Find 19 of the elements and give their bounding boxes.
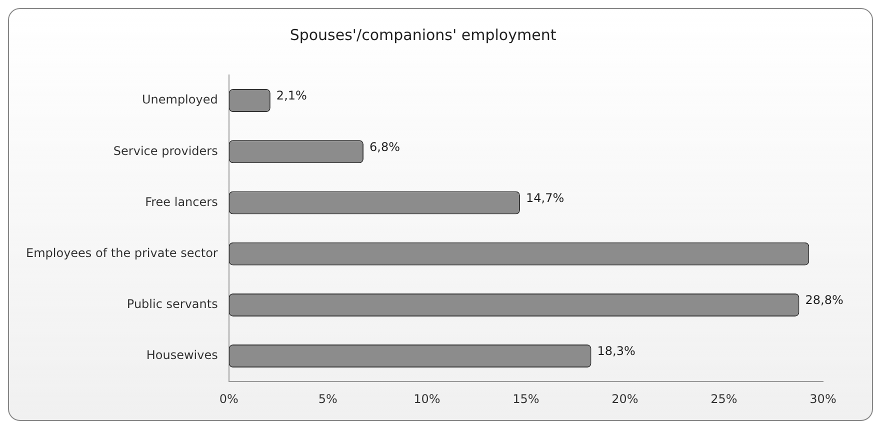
y-tick-label: Service providers xyxy=(113,144,218,158)
chart-title: Spouses'/companions' employment xyxy=(290,26,556,44)
x-tick-label: 0% xyxy=(219,392,238,406)
data-label: 14,7% xyxy=(526,190,564,205)
data-label: 6,8% xyxy=(370,140,400,154)
y-tick-label: Free lancers xyxy=(145,194,218,209)
x-tick-label: 10% xyxy=(414,392,440,406)
x-tick-label: 15% xyxy=(512,392,540,406)
y-tick-label: Housewives xyxy=(146,348,218,362)
data-label: 18,3% xyxy=(597,344,636,358)
x-tick-label: 20% xyxy=(612,392,638,406)
data-label: 28,8% xyxy=(805,293,844,308)
y-tick-label: Public servants xyxy=(126,297,218,312)
data-label: 2,1% xyxy=(276,88,307,103)
y-tick-label: Employees of the private sector xyxy=(26,246,218,260)
y-tick-label: Unemployed xyxy=(142,92,218,107)
x-tick-label: 25% xyxy=(710,392,738,406)
x-tick-label: 30% xyxy=(810,392,836,406)
x-tick-label: 5% xyxy=(318,392,338,406)
